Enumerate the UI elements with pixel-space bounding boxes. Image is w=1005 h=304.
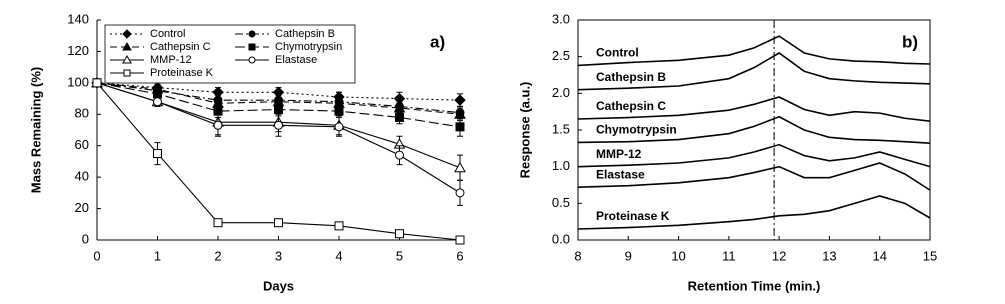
series-line xyxy=(577,143,931,168)
legend-label: MMP-12 xyxy=(150,54,192,66)
legend-label: Cathepsin C xyxy=(150,41,211,53)
series-label: Elastase xyxy=(596,167,645,181)
y-tick-label: 0.5 xyxy=(552,195,570,210)
marker xyxy=(454,94,466,106)
marker xyxy=(92,78,102,88)
y-tick-label: 0 xyxy=(82,231,89,246)
marker xyxy=(395,112,404,122)
series-label: Cathepsin C xyxy=(596,99,666,113)
legend-label: Chymotrypsin xyxy=(275,41,342,53)
series-line xyxy=(577,52,931,91)
marker xyxy=(248,56,256,64)
x-tick-label: 9 xyxy=(625,248,632,263)
marker xyxy=(122,54,132,64)
legend-label: Proteinase K xyxy=(150,67,214,79)
marker xyxy=(213,120,223,130)
series-line xyxy=(577,115,931,144)
marker xyxy=(454,161,466,173)
marker xyxy=(274,218,283,228)
x-tick-label: 4 xyxy=(335,248,342,263)
marker xyxy=(455,188,465,198)
marker xyxy=(153,97,162,107)
legend-label: Elastase xyxy=(275,54,317,66)
marker xyxy=(248,30,256,38)
y-tick-label: 3.0 xyxy=(552,11,570,26)
y-tick-label: 60 xyxy=(75,137,89,152)
y-tick-label: 140 xyxy=(67,11,89,26)
x-tick-label: 8 xyxy=(574,248,581,263)
series-line xyxy=(577,195,931,230)
series-line xyxy=(577,35,931,67)
x-tick-label: 11 xyxy=(722,248,736,263)
series-line xyxy=(577,96,931,122)
marker xyxy=(455,235,465,245)
x-axis-label: Days xyxy=(263,278,294,293)
series-label: Proteinase K xyxy=(596,209,670,223)
marker xyxy=(455,122,465,132)
y-tick-label: 1.0 xyxy=(552,158,570,173)
y-axis-label: Mass Remaining (%) xyxy=(28,67,43,193)
x-tick-label: 10 xyxy=(671,248,685,263)
x-tick-label: 5 xyxy=(396,248,403,263)
marker xyxy=(334,106,344,116)
x-tick-label: 0 xyxy=(93,248,100,263)
y-tick-label: 40 xyxy=(75,169,89,184)
legend-box xyxy=(104,24,356,84)
x-tick-label: 14 xyxy=(872,248,886,263)
series-label: Chymotrypsin xyxy=(596,123,677,137)
y-tick-label: 100 xyxy=(67,74,89,89)
y-tick-label: 20 xyxy=(75,200,89,215)
x-tick-label: 12 xyxy=(772,248,786,263)
marker xyxy=(248,43,256,51)
series-line xyxy=(577,162,931,191)
x-tick-label: 15 xyxy=(923,248,937,263)
y-tick-label: 2.5 xyxy=(552,48,570,63)
x-tick-label: 3 xyxy=(275,248,282,263)
panel-label: a) xyxy=(430,32,445,51)
marker xyxy=(395,229,404,239)
marker xyxy=(274,120,283,130)
y-tick-label: 80 xyxy=(75,106,89,121)
marker xyxy=(213,218,223,228)
y-tick-label: 2.0 xyxy=(552,85,570,100)
y-tick-label: 120 xyxy=(67,43,89,58)
marker xyxy=(395,150,404,160)
marker xyxy=(122,29,132,39)
x-axis-label: Retention Time (min.) xyxy=(688,278,821,293)
marker xyxy=(153,149,162,159)
legend-label: Cathepsin B xyxy=(275,28,335,40)
series-label: Cathepsin B xyxy=(596,70,666,84)
series-label: MMP-12 xyxy=(596,147,642,161)
y-tick-label: 1.5 xyxy=(552,121,570,136)
y-tick-label: 0.0 xyxy=(552,231,570,246)
x-tick-label: 13 xyxy=(822,248,836,263)
marker xyxy=(123,69,131,77)
marker xyxy=(122,41,132,51)
x-tick-label: 2 xyxy=(214,248,221,263)
marker xyxy=(334,122,344,132)
x-tick-label: 1 xyxy=(154,248,161,263)
marker xyxy=(334,221,344,231)
x-tick-label: 6 xyxy=(456,248,463,263)
series-label: Control xyxy=(596,46,639,60)
panel-label: b) xyxy=(902,32,918,51)
legend-label: Control xyxy=(150,28,185,40)
y-axis-label: Response (a.u.) xyxy=(517,82,532,179)
